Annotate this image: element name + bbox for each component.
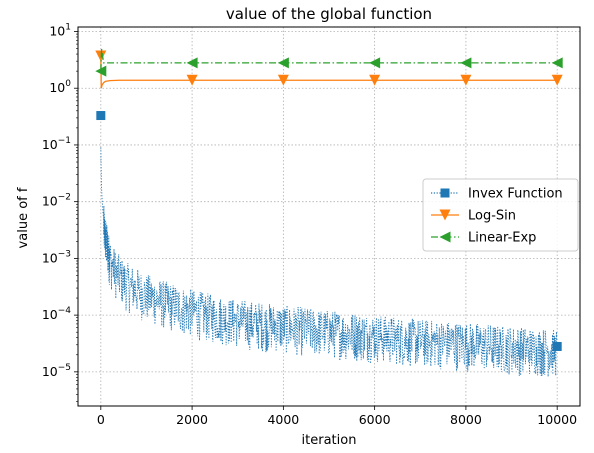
- data-point: [186, 74, 198, 86]
- y-tick-label: 10−3: [42, 249, 71, 265]
- data-point: [369, 74, 381, 86]
- series-linear-exp: [95, 48, 563, 77]
- y-axis-label: value of f: [16, 187, 31, 248]
- legend-label: Linear-Exp: [468, 231, 536, 246]
- legend-marker: [439, 231, 451, 243]
- data-point: [95, 65, 107, 77]
- legend-box: [422, 178, 579, 252]
- x-axis-label: iteration: [302, 433, 357, 448]
- legend-item: Log-Sin: [431, 209, 516, 224]
- y-tick-label: 101: [49, 22, 71, 38]
- legend-item: Linear-Exp: [431, 231, 536, 246]
- series-line: [100, 55, 558, 89]
- x-tick-label: 4000: [267, 412, 299, 427]
- series-log-sin: [95, 50, 563, 89]
- x-tick-label: 2000: [176, 412, 208, 427]
- y-tick-label: 10−2: [42, 193, 71, 209]
- data-point: [186, 57, 198, 69]
- axis-ticks: 0 2000 4000 6000 8000 10000 10−5 10−4 10−3 10−2 10…: [42, 22, 577, 427]
- data-point: [460, 74, 472, 86]
- legend-label: Invex Function: [468, 187, 563, 202]
- data-point: [369, 57, 381, 69]
- legend-label: Log-Sin: [468, 209, 516, 224]
- plot-frame: [77, 26, 581, 407]
- data-point: [96, 111, 106, 121]
- data-point: [277, 74, 289, 86]
- x-tick-label: 8000: [450, 412, 482, 427]
- x-tick-label: 6000: [359, 412, 391, 427]
- series-invex-function: [96, 111, 562, 377]
- data-point: [277, 57, 289, 69]
- data-point: [551, 74, 563, 86]
- legend-marker: [439, 209, 451, 221]
- legend-item: Invex Function: [431, 187, 563, 202]
- chart-title: value of the global function: [226, 5, 432, 23]
- series-line: [100, 147, 558, 377]
- y-tick-label: 10−5: [42, 363, 71, 379]
- data-point: [551, 57, 563, 69]
- y-tick-label: 100: [49, 79, 71, 95]
- data-point: [552, 341, 562, 351]
- plot-series: [95, 48, 563, 377]
- legend: Invex Function Log-Sin Linear-Exp: [422, 178, 579, 252]
- y-tick-label: 10−4: [42, 306, 71, 322]
- x-tick-label: 0: [97, 412, 105, 427]
- data-point: [460, 57, 472, 69]
- x-tick-label: 10000: [537, 412, 577, 427]
- series-line: [100, 48, 558, 72]
- legend-marker: [440, 188, 450, 198]
- y-tick-label: 10−1: [42, 136, 71, 152]
